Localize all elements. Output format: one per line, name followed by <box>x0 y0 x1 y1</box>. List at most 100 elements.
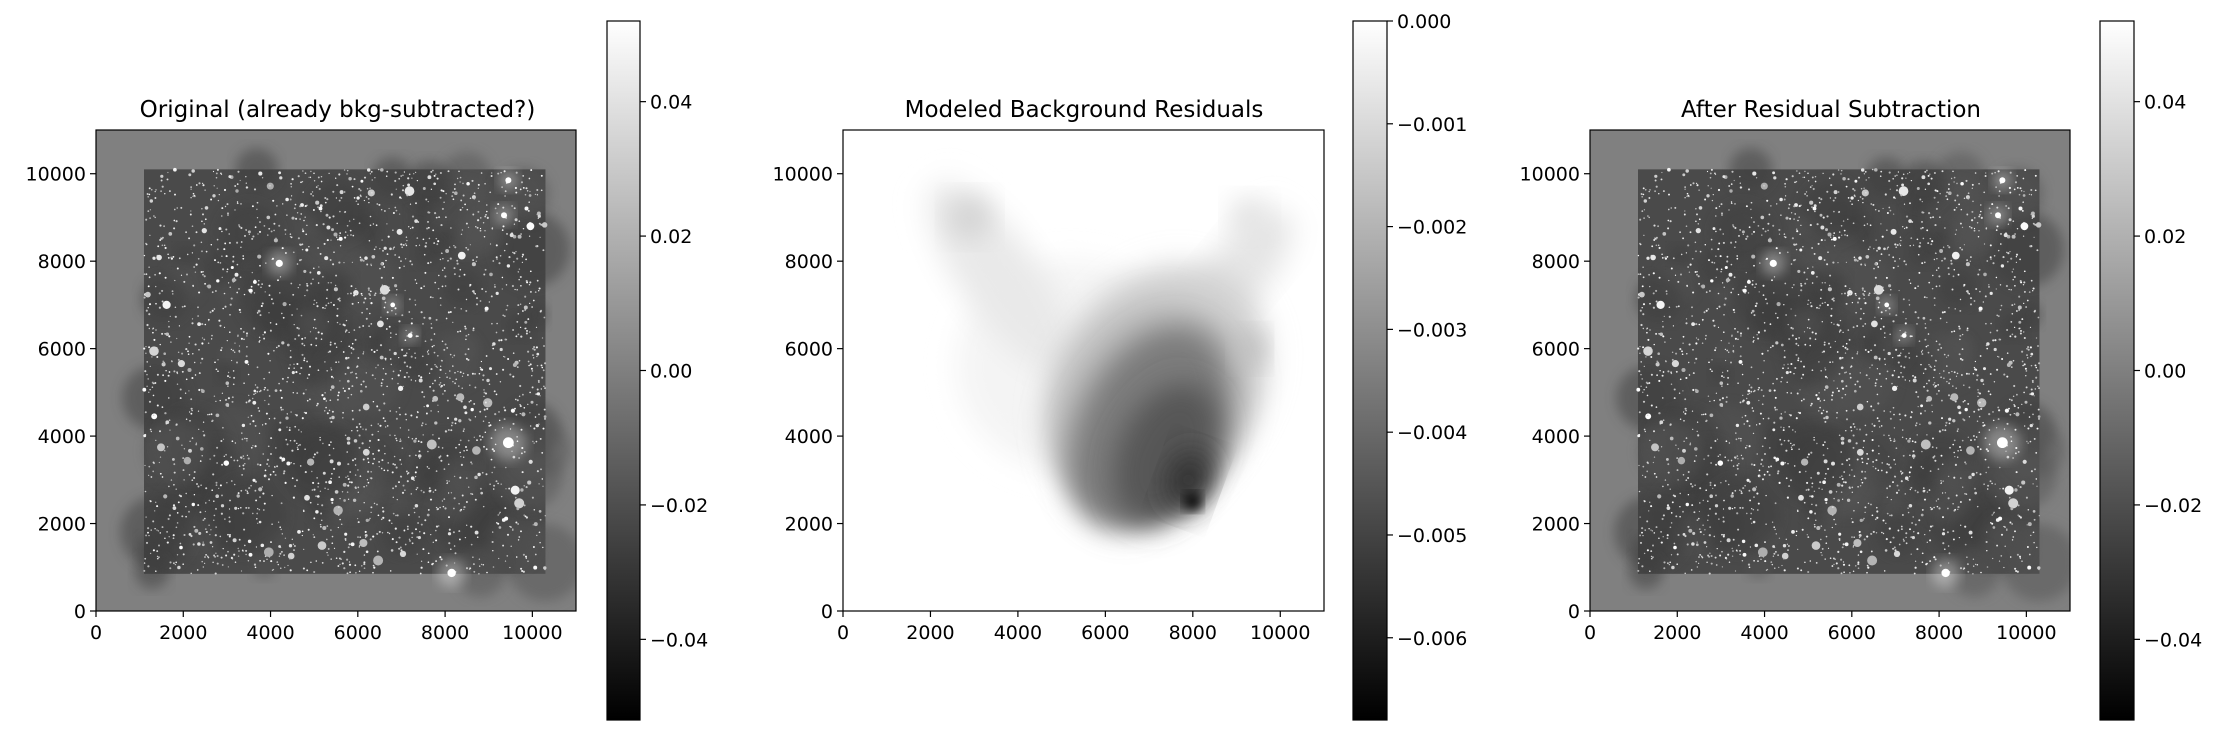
star <box>357 536 359 538</box>
star <box>453 507 455 510</box>
star <box>1796 230 1799 233</box>
star <box>383 266 386 268</box>
star <box>1806 456 1809 459</box>
star <box>1712 487 1714 490</box>
star <box>383 210 386 212</box>
star <box>1812 187 1815 191</box>
star <box>1950 177 1953 180</box>
star <box>1643 234 1645 236</box>
star <box>459 371 462 374</box>
star <box>1695 227 1701 234</box>
star <box>1643 499 1645 502</box>
star <box>1646 470 1649 473</box>
star <box>1691 306 1693 309</box>
star <box>1927 174 1930 177</box>
star <box>264 475 267 478</box>
star <box>1851 521 1854 524</box>
star <box>289 439 292 442</box>
star <box>1982 367 1987 371</box>
star <box>1806 209 1809 211</box>
star <box>325 400 328 402</box>
star <box>236 361 238 364</box>
star <box>1921 200 1923 203</box>
star <box>161 236 164 239</box>
star <box>257 283 260 286</box>
colorbar-tick-label: −0.004 <box>1397 422 1467 444</box>
star <box>464 327 467 330</box>
star <box>1921 349 1924 352</box>
star <box>410 379 412 381</box>
star <box>191 502 196 507</box>
star <box>1944 492 1947 494</box>
star <box>2029 393 2032 395</box>
star <box>401 189 405 192</box>
star <box>172 534 175 537</box>
star <box>1797 411 1800 414</box>
star <box>1789 479 1793 482</box>
star <box>183 456 192 465</box>
star <box>276 346 278 349</box>
star <box>514 398 517 401</box>
star <box>240 570 243 572</box>
star <box>496 522 498 524</box>
star <box>316 477 318 479</box>
star <box>1816 471 1820 475</box>
star <box>2026 440 2028 443</box>
star <box>297 327 300 330</box>
star <box>304 448 306 450</box>
star <box>1933 556 1936 559</box>
star <box>1833 563 1835 566</box>
star <box>1846 498 1851 503</box>
star <box>231 278 236 283</box>
star <box>258 432 261 435</box>
star <box>1864 264 1866 267</box>
star <box>339 245 342 247</box>
star <box>1921 353 1924 355</box>
star <box>229 286 231 288</box>
star <box>385 426 387 428</box>
star <box>408 514 410 516</box>
star <box>350 285 353 288</box>
star <box>1912 450 1915 453</box>
star <box>282 316 285 319</box>
star <box>213 308 216 310</box>
star <box>359 475 362 477</box>
star <box>226 212 230 215</box>
star <box>1707 519 1709 521</box>
star <box>2026 348 2028 350</box>
star <box>281 341 285 345</box>
star <box>276 465 279 468</box>
star <box>147 474 150 477</box>
star <box>398 266 401 269</box>
star <box>332 263 335 266</box>
star <box>521 501 524 504</box>
star <box>329 341 332 344</box>
star <box>273 222 276 225</box>
star <box>240 203 242 205</box>
star <box>1948 307 1950 309</box>
star <box>1758 291 1760 293</box>
star <box>150 430 152 433</box>
star <box>432 229 435 232</box>
star <box>2012 278 2014 281</box>
star <box>201 250 203 253</box>
star <box>320 332 323 335</box>
star <box>1750 201 1753 204</box>
star <box>1699 554 1701 556</box>
star <box>1887 351 1891 356</box>
star <box>415 245 417 247</box>
star <box>369 297 371 300</box>
star <box>1959 222 1962 225</box>
star <box>183 280 186 283</box>
star <box>1814 210 1816 213</box>
star <box>1807 318 1810 321</box>
star <box>343 550 346 554</box>
star <box>1727 483 1730 486</box>
star <box>165 422 168 425</box>
star <box>440 189 443 192</box>
star <box>479 565 481 567</box>
star <box>482 420 485 422</box>
star <box>1795 248 1798 251</box>
star <box>1952 385 1954 387</box>
star <box>1919 242 1922 244</box>
